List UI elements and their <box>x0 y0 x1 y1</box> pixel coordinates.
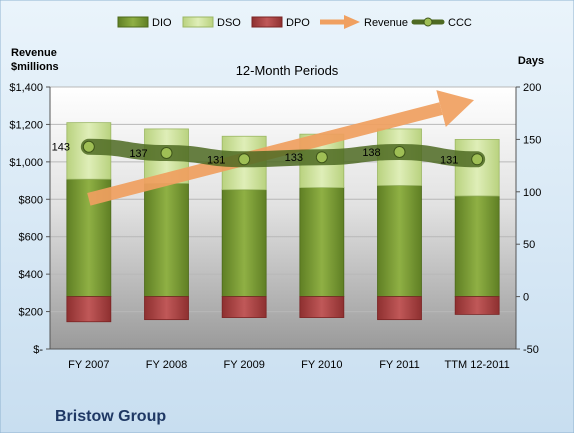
plot-area <box>50 87 516 349</box>
ccc-data-label: 131 <box>440 154 458 166</box>
revenue-arrow-head <box>436 90 474 127</box>
ccc-point <box>82 140 95 153</box>
ccc-data-label: 131 <box>207 154 225 166</box>
legend-swatch-dio <box>117 16 149 28</box>
ccc-data-label: 137 <box>129 148 147 160</box>
ccc-point <box>160 147 173 160</box>
bar-dio <box>221 189 267 297</box>
bar-dio <box>454 195 500 298</box>
company-name: Bristow Group <box>55 408 166 425</box>
ccc-point <box>393 145 406 158</box>
bar-dpo <box>144 296 189 321</box>
bar-dio <box>144 183 189 297</box>
legend-label-dio: DIO <box>152 17 172 29</box>
legend-swatch-revenue-head <box>344 15 360 29</box>
ccc-data-label: 138 <box>362 147 380 159</box>
left-tick-label: $- <box>33 344 43 356</box>
legend-label-dpo: DPO <box>286 17 310 29</box>
left-tick-label: $1,200 <box>9 119 43 131</box>
ccc-point <box>238 153 251 166</box>
x-tick-label: FY 2009 <box>223 359 264 371</box>
chart-title: 12-Month Periods <box>236 63 339 78</box>
right-tick-label: 50 <box>523 239 535 251</box>
ccc-data-label: 143 <box>52 142 70 154</box>
ccc-line <box>80 138 486 168</box>
legend: DIO DSO DPO Revenue CCC <box>117 15 472 29</box>
bar-dpo <box>66 296 112 323</box>
legend-swatch-ccc-point <box>423 17 433 27</box>
legend-label-revenue: Revenue <box>364 17 408 29</box>
x-tick-label: FY 2011 <box>379 359 420 371</box>
bar-dpo <box>377 296 422 321</box>
x-tick-label: TTM 12-2011 <box>445 359 510 371</box>
legend-label-ccc: CCC <box>448 17 472 29</box>
bar-dpo <box>299 296 345 318</box>
ccc-line-group: 143 137 131 133 138 131 <box>52 138 486 168</box>
right-tick-label: -50 <box>523 344 539 356</box>
ccc-point <box>315 151 328 164</box>
right-tick-label: 0 <box>523 292 529 304</box>
left-tick-label: $1,000 <box>9 157 43 169</box>
legend-label-dso: DSO <box>217 17 241 29</box>
left-tick-label: $800 <box>19 194 43 206</box>
bar-dso <box>454 138 500 197</box>
ccc-point <box>471 153 484 166</box>
x-tick-label: FY 2007 <box>68 359 109 371</box>
right-tick-label: 150 <box>523 134 541 146</box>
x-tick-label: FY 2010 <box>301 359 342 371</box>
x-tick-label: FY 2008 <box>146 359 187 371</box>
axes-group: $- $200 $400 $600 $800 $1,000 $1,200 $1,400 -50 0… <box>9 82 541 371</box>
bar-dpo <box>454 296 500 315</box>
left-axis-label-line1: Revenue <box>11 47 57 59</box>
right-tick-label: 200 <box>523 82 541 94</box>
left-tick-label: $200 <box>19 307 43 319</box>
bar-dpo <box>221 296 267 318</box>
bar-group <box>66 122 500 323</box>
legend-swatch-dso <box>182 16 214 28</box>
right-tick-label: 100 <box>523 187 541 199</box>
left-axis-label-line2: $millions <box>11 61 59 73</box>
bar-dio <box>377 185 422 297</box>
legend-swatch-dpo <box>251 16 283 28</box>
right-axis-label: Days <box>518 55 544 67</box>
left-tick-label: $1,400 <box>9 82 43 94</box>
left-tick-label: $600 <box>19 232 43 244</box>
left-tick-label: $400 <box>19 269 43 281</box>
ccc-data-label: 133 <box>285 152 303 164</box>
bar-dio <box>299 187 345 297</box>
